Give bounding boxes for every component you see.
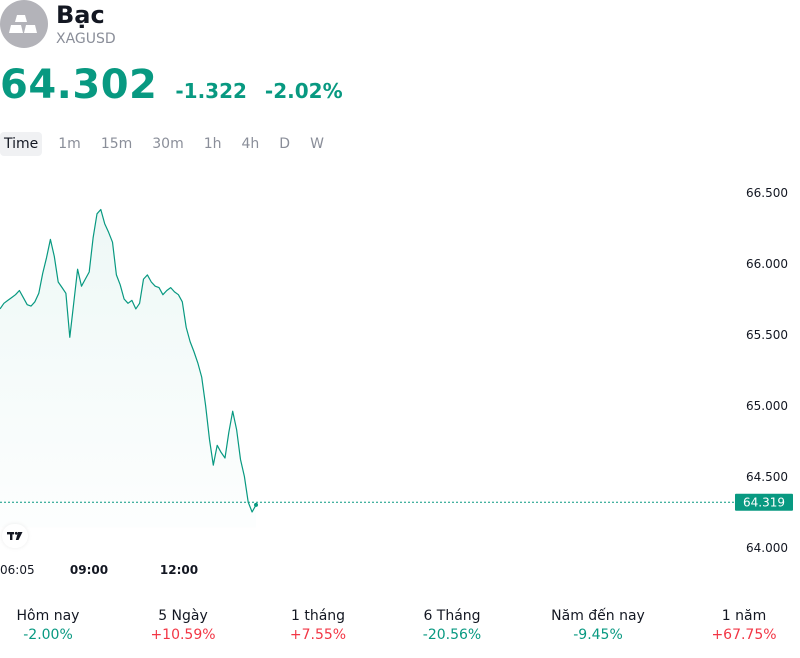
tab-w[interactable]: W [310, 136, 324, 152]
tab-30m[interactable]: 30m [152, 136, 184, 152]
perf-label: 6 Tháng [423, 608, 481, 624]
price-change-percent: -2.02% [264, 79, 343, 103]
timeframe-tabs: Time 1m 15m 30m 1h 4h D W [0, 132, 336, 156]
last-price-badge [735, 493, 793, 511]
x-tick-label: 06:05 [0, 563, 35, 577]
y-tick-label: 65.500 [746, 328, 788, 342]
x-tick-label: 12:00 [160, 563, 198, 577]
perf-label: Hôm nay [16, 608, 80, 624]
perf-value: -9.45% [573, 627, 623, 643]
perf-label: 1 năm [721, 608, 767, 624]
tab-1m[interactable]: 1m [58, 136, 81, 152]
symbol-title: Bạc [56, 1, 105, 29]
price-change: -1.322 [175, 79, 247, 103]
tab-1h[interactable]: 1h [203, 136, 222, 152]
perf-item-6m[interactable]: 6 Tháng -20.56% [392, 606, 512, 644]
tradingview-logo[interactable] [2, 524, 28, 548]
last-point-marker [254, 502, 258, 507]
perf-label: 1 tháng [290, 608, 346, 624]
symbol-logo [0, 0, 48, 48]
perf-item-today[interactable]: Hôm nay -2.00% [0, 606, 108, 644]
price-area [0, 209, 256, 528]
perf-item-5d[interactable]: 5 Ngày +10.59% [123, 606, 243, 644]
last-price: 64.302 [0, 62, 158, 108]
y-tick-label: 65.000 [746, 399, 788, 413]
perf-value: +10.59% [150, 627, 216, 643]
perf-value: +67.75% [711, 627, 777, 643]
last-price-label: 64.319 [743, 496, 785, 510]
quote-row: 64.302 -1.322 -2.02% [0, 62, 343, 112]
y-tick-label: 66.000 [746, 257, 788, 271]
y-tick-label: 64.500 [746, 470, 788, 484]
tab-15m[interactable]: 15m [100, 136, 133, 152]
performance-bar: Hôm nay -2.00% 5 Ngày +10.59% 1 tháng +7… [0, 606, 800, 656]
perf-item-ytd[interactable]: Năm đến nay -9.45% [538, 606, 658, 644]
tab-4h[interactable]: 4h [241, 136, 260, 152]
perf-value: -20.56% [422, 627, 482, 643]
price-chart[interactable]: 64.319 66.500 66.000 65.500 65.000 64.500 64.0… [0, 160, 800, 590]
perf-item-1m[interactable]: 1 tháng +7.55% [258, 606, 378, 644]
tradingview-logo-icon [7, 531, 23, 540]
perf-label: 5 Ngày [158, 608, 208, 624]
perf-label: Năm đến nay [551, 608, 645, 624]
perf-value: +7.55% [289, 627, 347, 643]
perf-item-1y[interactable]: 1 năm +67.75% [684, 606, 800, 644]
silver-bars-icon [9, 15, 37, 33]
symbol-ticker: XAGUSD [56, 31, 116, 47]
tab-d[interactable]: D [279, 136, 291, 152]
price-line[interactable] [0, 208, 257, 513]
x-tick-label: 09:00 [70, 563, 108, 577]
y-tick-label: 66.500 [746, 186, 788, 200]
perf-value: -2.00% [23, 627, 73, 643]
tab-time[interactable]: Time [0, 132, 43, 156]
y-tick-label: 64.000 [746, 541, 788, 555]
